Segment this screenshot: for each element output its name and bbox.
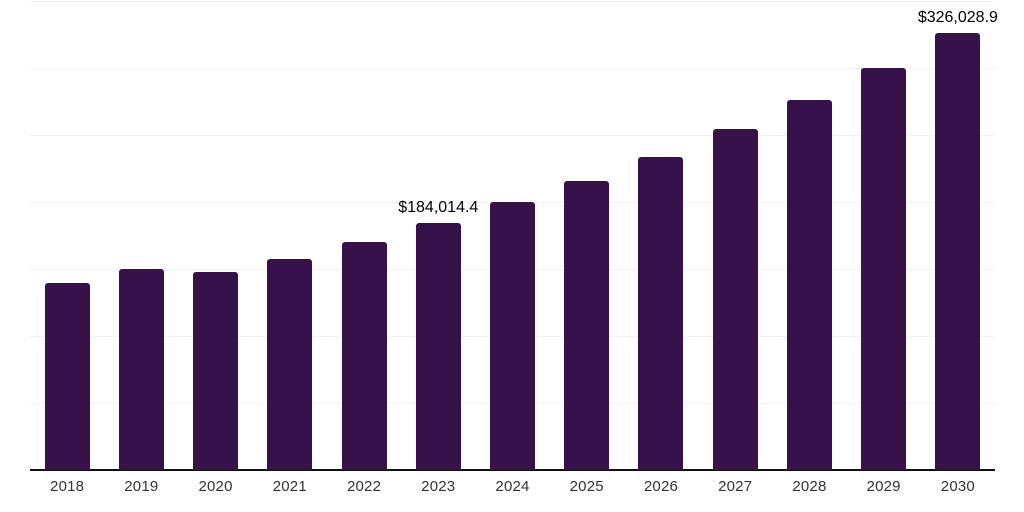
bar-2029 xyxy=(861,68,907,470)
value-label-2023: $184,014.4 xyxy=(398,199,479,217)
gridline xyxy=(30,135,995,136)
bar-2030 xyxy=(935,33,981,470)
gridline xyxy=(30,1,995,2)
bar-2025 xyxy=(564,180,610,470)
x-tick-label-2029: 2029 xyxy=(866,478,901,495)
x-tick-label-2022: 2022 xyxy=(346,478,382,495)
value-label-2030: $326,028.9 xyxy=(917,9,998,27)
x-tick-label-2018: 2018 xyxy=(50,478,85,495)
x-tick-label-2030: 2030 xyxy=(940,478,975,495)
x-tick-label-2028: 2028 xyxy=(792,478,827,495)
bar-2028 xyxy=(786,100,832,470)
bar-2023 xyxy=(415,223,461,470)
bar-2021 xyxy=(267,258,313,470)
x-tick-label-2026: 2026 xyxy=(643,478,679,495)
bar-2018 xyxy=(44,282,90,470)
x-axis-line xyxy=(30,469,995,471)
gridline xyxy=(30,68,995,69)
x-tick-label-2025: 2025 xyxy=(569,478,604,495)
bar-2024 xyxy=(490,202,535,470)
bar-2020 xyxy=(193,272,239,470)
x-tick-label-2019: 2019 xyxy=(124,478,159,495)
bar-2027 xyxy=(712,128,758,470)
x-tick-label-2024: 2024 xyxy=(495,478,530,495)
x-tick-label-2027: 2027 xyxy=(718,478,753,495)
bar-2019 xyxy=(118,268,164,470)
x-tick-label-2023: 2023 xyxy=(421,478,456,495)
bar-2022 xyxy=(341,241,387,470)
bar-2026 xyxy=(638,156,684,470)
x-tick-label-2021: 2021 xyxy=(272,478,307,495)
x-tick-label-2020: 2020 xyxy=(198,478,233,495)
